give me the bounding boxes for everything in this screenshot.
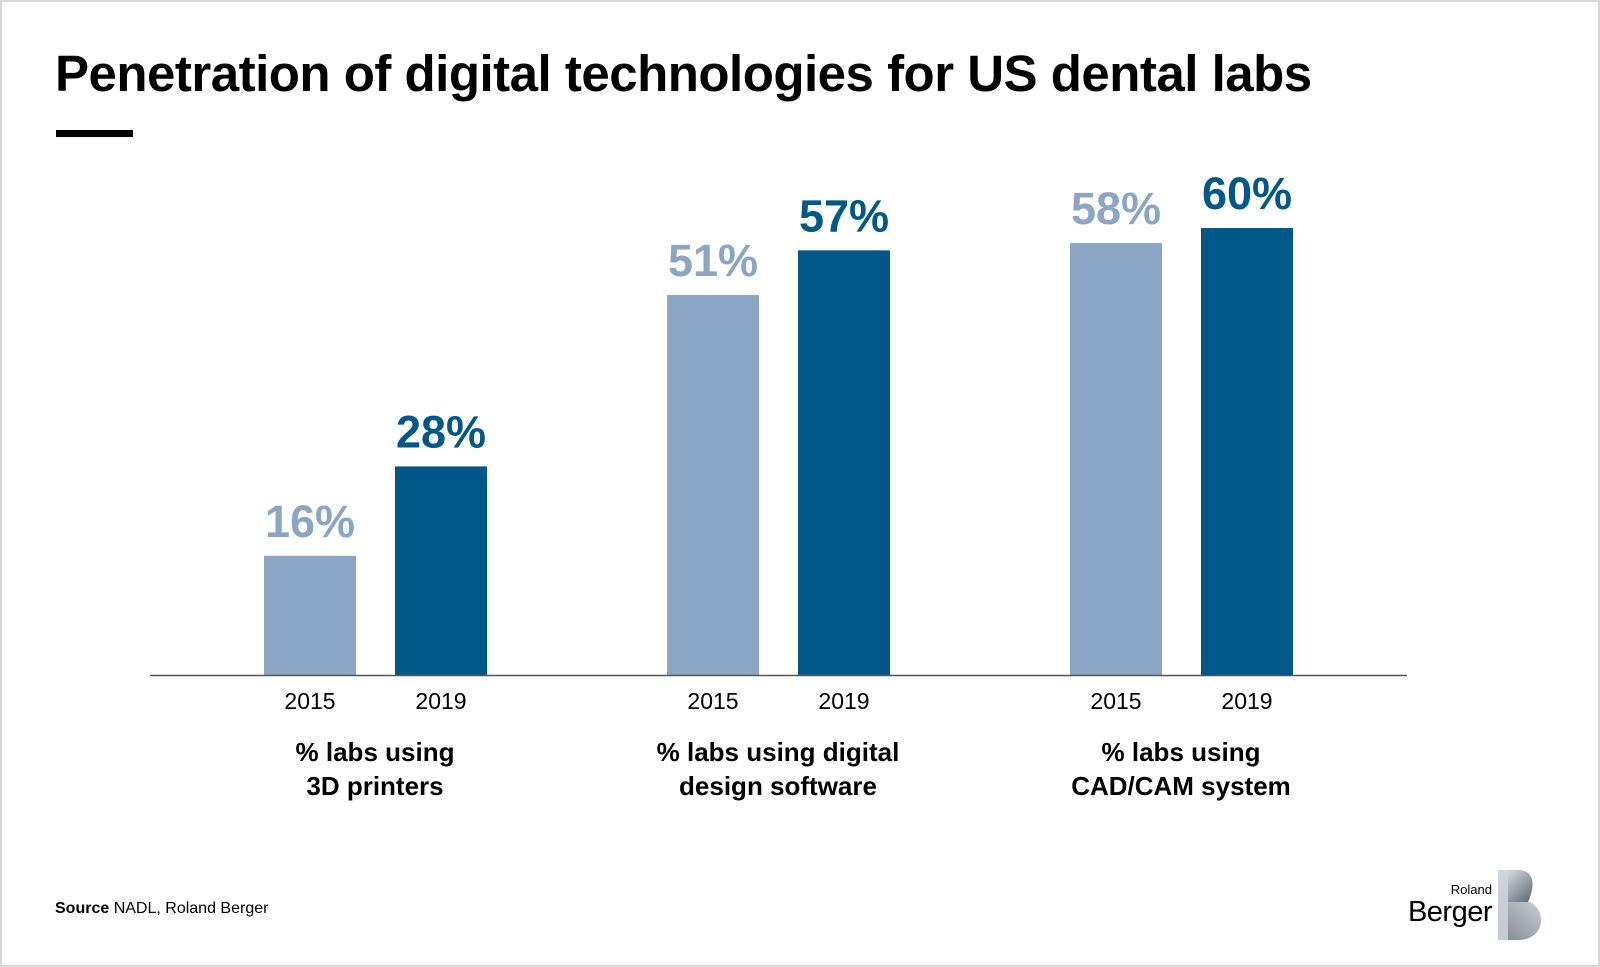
bar-value-label: 16% (265, 496, 355, 547)
group-label-design-software: % labs using digital design software (618, 735, 938, 803)
bar-2019-group-3 (1201, 228, 1293, 675)
x-tick-label: 2019 (415, 688, 466, 714)
roland-berger-logo: Roland Berger (1398, 868, 1548, 942)
roland-berger-b-logo-icon (1498, 870, 1541, 940)
x-tick-label: 2019 (818, 688, 869, 714)
group-label-line: % labs using digital (656, 737, 900, 767)
source-label: Source (55, 900, 110, 917)
bar-value-label: 51% (668, 235, 758, 286)
bar-2019-group-2 (798, 250, 890, 675)
bar-value-label: 60% (1202, 168, 1292, 219)
group-label-line: design software (679, 771, 877, 801)
bar-2015-group-1 (264, 555, 356, 675)
bar-2019-group-1 (395, 466, 487, 675)
bar-value-label: 57% (799, 190, 889, 241)
bar-2015-group-3 (1070, 242, 1162, 675)
x-tick-label: 2019 (1221, 688, 1272, 714)
x-tick-label: 2015 (284, 688, 335, 714)
bar-value-label: 28% (396, 406, 486, 457)
source-note: Source NADL, Roland Berger (55, 900, 268, 918)
group-label-line: CAD/CAM system (1071, 771, 1291, 801)
logo-text-roland: Roland (1450, 882, 1492, 897)
title-underline (56, 130, 133, 137)
chart-title: Penetration of digital technologies for … (55, 45, 1312, 102)
source-text: NADL, Roland Berger (113, 900, 269, 917)
logo-text-berger: Berger (1407, 896, 1493, 928)
x-tick-label: 2015 (687, 688, 738, 714)
group-label-3d-printers: % labs using 3D printers (215, 735, 535, 803)
group-label-cad-cam: % labs using CAD/CAM system (1021, 735, 1341, 803)
group-label-line: % labs using (1101, 737, 1261, 767)
bar-value-label: 58% (1071, 183, 1161, 234)
group-label-line: 3D printers (306, 771, 444, 801)
x-tick-label: 2015 (1090, 688, 1141, 714)
bar-2015-group-2 (667, 295, 759, 675)
group-label-line: % labs using (295, 737, 455, 767)
